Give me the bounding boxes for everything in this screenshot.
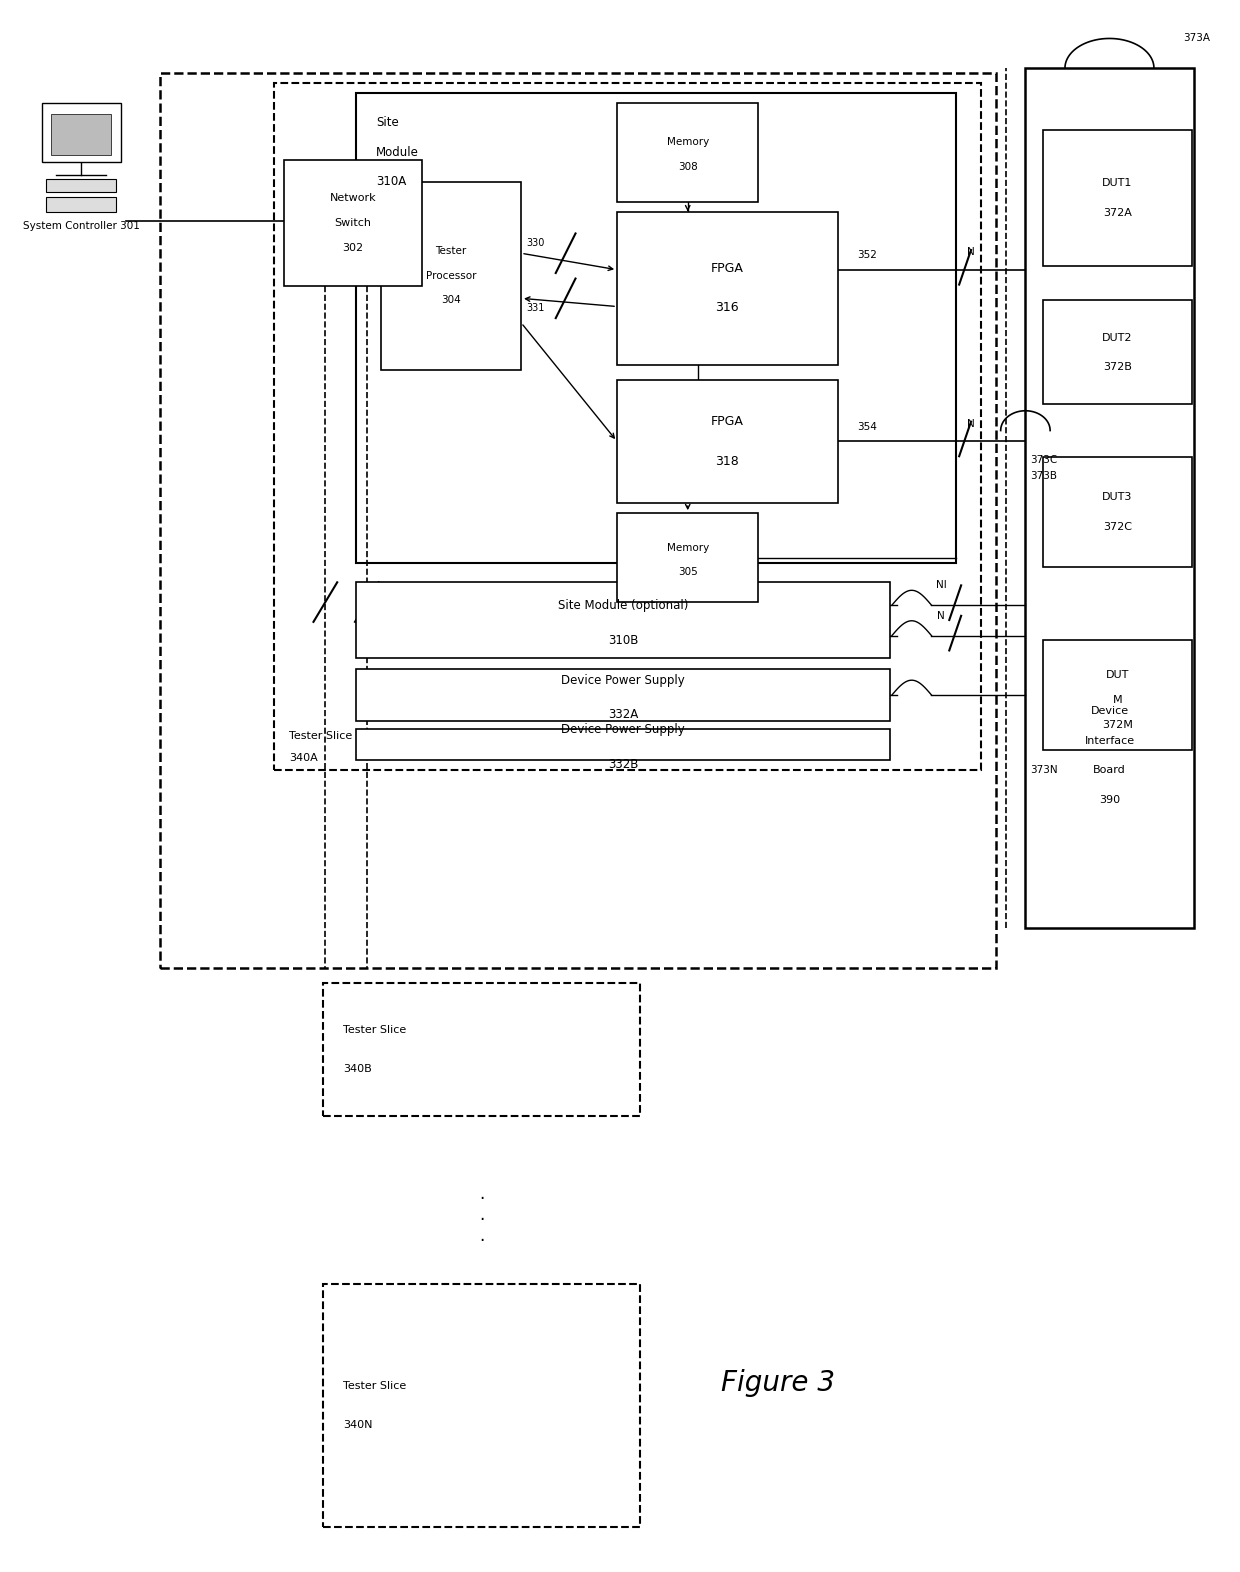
Text: 332A: 332A bbox=[608, 709, 639, 722]
Bar bbox=[356, 670, 890, 720]
Text: FPGA: FPGA bbox=[711, 415, 744, 428]
Text: M: M bbox=[1112, 695, 1122, 704]
Text: 316: 316 bbox=[715, 302, 739, 314]
Bar bbox=[324, 982, 640, 1116]
Text: Device Power Supply: Device Power Supply bbox=[560, 723, 684, 736]
Bar bbox=[618, 102, 759, 201]
Bar bbox=[381, 182, 521, 369]
Bar bbox=[1043, 300, 1192, 404]
Bar bbox=[1043, 640, 1192, 750]
Text: 310B: 310B bbox=[608, 634, 639, 646]
Text: Network: Network bbox=[330, 193, 376, 203]
Text: Device: Device bbox=[1090, 706, 1128, 715]
Text: 373C: 373C bbox=[1030, 456, 1058, 465]
Bar bbox=[160, 72, 996, 968]
Text: ·
·
·: · · · bbox=[479, 1190, 484, 1250]
Text: 305: 305 bbox=[678, 567, 698, 577]
Text: 308: 308 bbox=[678, 162, 698, 171]
Text: Interface: Interface bbox=[1085, 736, 1135, 745]
Text: FPGA: FPGA bbox=[711, 263, 744, 275]
Text: DUT3: DUT3 bbox=[1102, 492, 1132, 503]
Text: 372B: 372B bbox=[1102, 362, 1132, 373]
Text: DUT2: DUT2 bbox=[1102, 333, 1132, 343]
Text: Site Module (optional): Site Module (optional) bbox=[558, 599, 688, 612]
Text: 352: 352 bbox=[857, 250, 877, 259]
Bar bbox=[324, 1284, 640, 1526]
Text: 390: 390 bbox=[1099, 795, 1120, 805]
Bar bbox=[356, 729, 890, 761]
Text: Tester Slice: Tester Slice bbox=[343, 1025, 407, 1034]
Bar bbox=[46, 179, 115, 192]
Text: Device Power Supply: Device Power Supply bbox=[560, 674, 684, 687]
Text: N: N bbox=[967, 418, 975, 429]
Text: N: N bbox=[937, 612, 945, 621]
Bar bbox=[42, 102, 120, 162]
Text: N: N bbox=[967, 247, 975, 256]
Text: Figure 3: Figure 3 bbox=[722, 1369, 836, 1398]
Text: DUT1: DUT1 bbox=[1102, 178, 1132, 189]
Text: Tester: Tester bbox=[435, 247, 466, 256]
Text: Processor: Processor bbox=[425, 270, 476, 281]
Text: Board: Board bbox=[1094, 766, 1126, 775]
Bar bbox=[284, 160, 423, 286]
Bar bbox=[618, 212, 837, 365]
Bar bbox=[1043, 130, 1192, 266]
Text: 331: 331 bbox=[527, 303, 546, 313]
Text: 354: 354 bbox=[857, 421, 877, 432]
Text: 304: 304 bbox=[441, 296, 461, 305]
Text: 340B: 340B bbox=[343, 1064, 372, 1074]
Text: Tester Slice: Tester Slice bbox=[343, 1380, 407, 1391]
Bar bbox=[1043, 457, 1192, 567]
Text: 373N: 373N bbox=[1030, 766, 1058, 775]
Text: DUT: DUT bbox=[1106, 670, 1130, 681]
Text: 302: 302 bbox=[342, 242, 363, 253]
Text: 340N: 340N bbox=[343, 1420, 373, 1431]
Text: Memory: Memory bbox=[667, 137, 709, 148]
Text: Switch: Switch bbox=[335, 219, 372, 228]
Bar bbox=[51, 113, 110, 156]
Text: 310A: 310A bbox=[376, 176, 405, 189]
Text: Module: Module bbox=[376, 146, 419, 159]
Bar bbox=[618, 512, 759, 602]
Bar bbox=[618, 379, 837, 503]
Bar bbox=[356, 582, 890, 659]
Text: 372C: 372C bbox=[1102, 522, 1132, 531]
Text: 340A: 340A bbox=[289, 753, 317, 764]
Text: Tester Slice: Tester Slice bbox=[289, 731, 352, 740]
Text: 332B: 332B bbox=[608, 758, 639, 770]
Bar bbox=[356, 93, 956, 563]
Bar bbox=[1025, 68, 1194, 929]
Text: NI: NI bbox=[936, 580, 946, 591]
Text: 373A: 373A bbox=[1184, 33, 1210, 44]
Text: System Controller 301: System Controller 301 bbox=[22, 222, 140, 231]
Text: 372M: 372M bbox=[1102, 720, 1133, 729]
Bar bbox=[274, 83, 981, 770]
Bar bbox=[46, 196, 115, 212]
Text: 330: 330 bbox=[527, 239, 546, 248]
Text: 318: 318 bbox=[715, 454, 739, 468]
Text: Memory: Memory bbox=[667, 542, 709, 553]
Text: 373B: 373B bbox=[1030, 472, 1058, 481]
Text: 372A: 372A bbox=[1102, 208, 1132, 219]
Text: Site: Site bbox=[376, 116, 398, 129]
